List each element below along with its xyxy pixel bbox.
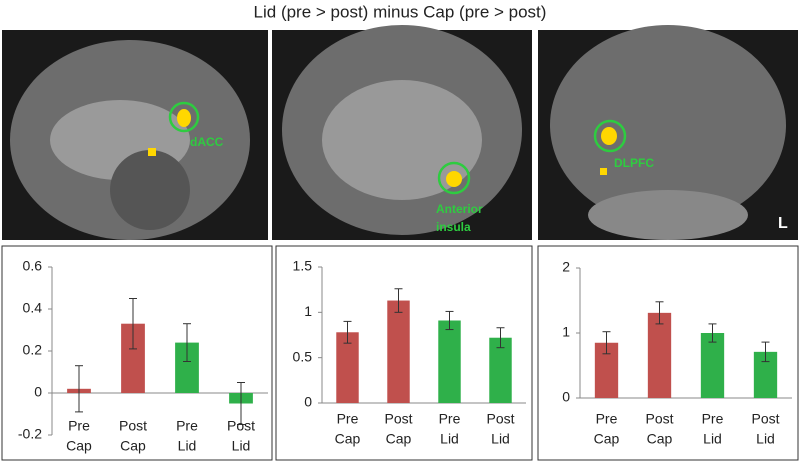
x-tick-label: Cap (120, 438, 146, 454)
chart-frame (1, 245, 273, 461)
x-tick-label: Lid (491, 431, 510, 447)
x-tick-label: Post (486, 411, 514, 427)
bar (387, 300, 410, 403)
y-tick-label: 1 (562, 324, 570, 340)
bar (121, 323, 145, 393)
activation (148, 148, 156, 156)
activation (177, 109, 191, 127)
x-tick-label: Lid (440, 431, 459, 447)
chart-frame (275, 245, 533, 461)
x-tick-label: Cap (386, 431, 412, 447)
y-tick-label: 0.4 (23, 300, 43, 316)
activation (446, 171, 462, 187)
bar (438, 320, 461, 403)
roi-label: DLPFC (614, 156, 654, 170)
brain-shape (550, 25, 786, 225)
y-tick-label: 0.6 (23, 258, 43, 274)
activation (601, 127, 617, 145)
roi-label: Anterior (436, 202, 483, 216)
x-tick-label: Pre (68, 418, 90, 434)
roi-label: dACC (190, 135, 224, 149)
y-tick-label: 1.5 (293, 258, 313, 274)
x-tick-label: Pre (596, 411, 618, 427)
x-tick-label: Cap (594, 431, 620, 447)
roi-label: insula (436, 220, 471, 234)
x-tick-label: Pre (176, 418, 198, 434)
x-tick-label: Pre (337, 411, 359, 427)
brain-shape (110, 150, 190, 230)
activation (600, 168, 607, 175)
chart-frame (537, 245, 799, 461)
x-tick-label: Pre (702, 411, 724, 427)
roi-circle (437, 161, 471, 195)
y-tick-label: 2 (562, 259, 570, 275)
bar (594, 342, 619, 398)
y-tick-label: 1 (304, 303, 312, 319)
x-tick-label: Lid (232, 438, 251, 454)
side-marker: L (778, 215, 788, 232)
x-tick-label: Post (384, 411, 412, 427)
y-tick-label: 0 (562, 389, 570, 405)
bar (647, 312, 672, 398)
x-tick-label: Post (645, 411, 673, 427)
brain-images: dACC Anterior insula DLPFC L (2, 25, 798, 240)
figure-title: Lid (pre > post) minus Cap (pre > post) (254, 2, 547, 21)
roi-circle (168, 101, 200, 133)
x-tick-label: Lid (178, 438, 197, 454)
brain-shape (588, 190, 748, 240)
x-tick-label: Post (751, 411, 779, 427)
y-tick-label: 0.5 (293, 348, 313, 364)
x-tick-label: Lid (756, 431, 775, 447)
x-tick-label: Cap (647, 431, 673, 447)
y-tick-label: -0.2 (18, 426, 42, 442)
bar (489, 337, 512, 403)
bar (175, 342, 199, 393)
y-tick-label: 0.2 (23, 342, 43, 358)
x-tick-label: Post (119, 418, 147, 434)
x-tick-label: Post (227, 418, 255, 434)
x-tick-label: Lid (703, 431, 722, 447)
x-tick-label: Cap (66, 438, 92, 454)
x-tick-label: Pre (439, 411, 461, 427)
x-tick-label: Cap (335, 431, 361, 447)
bar (336, 332, 359, 403)
bar (753, 351, 778, 398)
roi-circle (593, 119, 627, 153)
y-tick-label: 0 (304, 394, 312, 410)
bar (700, 333, 725, 398)
y-tick-label: 0 (34, 384, 42, 400)
